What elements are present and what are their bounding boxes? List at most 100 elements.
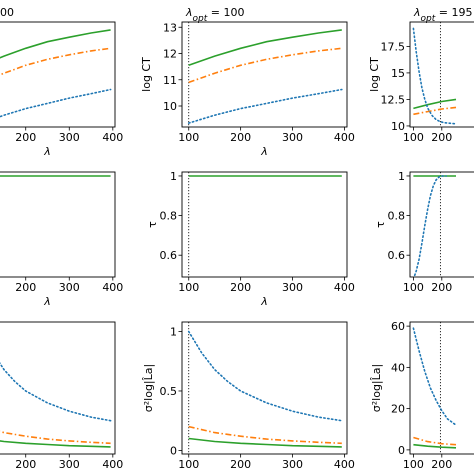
axes-frame: [409, 171, 474, 278]
x-tick-label: 100: [403, 131, 424, 144]
y-tick-label: 20: [391, 403, 405, 416]
x-tick-label: 300: [59, 281, 80, 294]
series-line-green: [188, 437, 342, 448]
y-axis-label: τ: [374, 221, 387, 228]
x-tick-label: 400: [102, 281, 123, 294]
y-tick-label: 10: [163, 100, 177, 113]
y-tick-label: 0.5: [160, 385, 178, 398]
series-line-green: [413, 98, 457, 110]
series-line-green: [413, 443, 457, 449]
series-line-orange: [188, 425, 342, 445]
y-tick-label: 15: [391, 67, 405, 80]
x-tick-label: 300: [282, 458, 303, 471]
x-tick-label: 300: [59, 458, 80, 471]
plot-area: [187, 22, 343, 127]
series-line-green: [188, 29, 342, 67]
x-axis-label: λ: [260, 145, 268, 158]
y-tick-label: 12.5: [381, 93, 406, 106]
plot-area: [188, 172, 342, 277]
axes-frame: [0, 171, 116, 278]
y-tick-label: 0: [170, 444, 177, 457]
y-tick-label: 40: [391, 361, 405, 374]
x-axis-label: λ: [260, 295, 268, 308]
x-axis-label: λ: [260, 472, 268, 474]
x-tick-label: 200: [230, 281, 251, 294]
plot-area: [412, 22, 457, 127]
y-tick-label: 11: [163, 74, 177, 87]
x-tick-label: 200: [230, 131, 251, 144]
subplot-r0c0: 200 300 400 λ 00: [0, 6, 123, 158]
x-tick-label: 100: [178, 458, 199, 471]
y-tick-label: 1: [170, 326, 177, 339]
axes-frame: [181, 21, 348, 128]
y-axis-label: τ: [146, 221, 159, 228]
y-tick-label: 1: [170, 170, 177, 183]
x-tick-label: 300: [282, 281, 303, 294]
x-tick-label: 400: [102, 131, 123, 144]
x-tick-label: 100: [403, 458, 424, 471]
x-tick-label: 400: [334, 131, 355, 144]
series-line-blue: [187, 330, 343, 422]
y-tick-label: 0.6: [160, 249, 178, 262]
x-axis-label: λ: [43, 472, 51, 474]
y-axis-label: σ²log|L̂a|: [142, 364, 155, 412]
plot-area: [413, 172, 456, 277]
x-tick-label: 200: [15, 281, 36, 294]
series-line-orange: [413, 436, 457, 446]
series-line-green: [0, 29, 111, 59]
subplot-r2c0: 200 300 400 λ: [0, 321, 123, 474]
series-line-blue: [412, 327, 457, 426]
series-line-orange: [188, 47, 342, 84]
plot-area: [0, 29, 112, 118]
subplot-r2c2: 100 200 0 20 40 60 σ²log|L̂a|: [370, 320, 474, 471]
x-axis-label: λ: [43, 295, 51, 308]
x-tick-label: 300: [59, 131, 80, 144]
subplot-title: 00: [0, 6, 14, 19]
plot-area: [187, 322, 343, 454]
subplot-r1c2: 100 200 0.6 0.8 1 τ: [374, 170, 474, 294]
series-line-blue: [412, 27, 457, 125]
y-tick-label: 0.8: [160, 210, 178, 223]
x-tick-label: 200: [15, 458, 36, 471]
x-tick-label: 200: [230, 458, 251, 471]
plot-area: [412, 322, 457, 454]
axes-frame: [0, 321, 116, 455]
x-tick-label: 100: [178, 131, 199, 144]
series-line-orange: [0, 47, 111, 76]
plot-area: [0, 362, 112, 448]
x-axis-label: λ: [43, 145, 51, 158]
y-tick-label: 17.5: [381, 40, 406, 53]
subplot-r0c1: 100 200 300 400 10 11 12 13 λ log CT λopt = 100: [140, 6, 355, 158]
axes-frame: [0, 21, 116, 128]
series-line-blue: [187, 88, 343, 124]
x-tick-label: 200: [15, 131, 36, 144]
y-axis-label: log CT: [140, 57, 153, 92]
x-tick-label: 200: [431, 458, 452, 471]
y-tick-label: 60: [391, 320, 405, 333]
y-tick-label: 0.8: [388, 210, 406, 223]
y-axis-label: σ²log|L̂a|: [370, 364, 383, 412]
subplot-title: λopt = 195: [413, 6, 472, 24]
series-line-blue: [0, 88, 112, 118]
axes-frame: [409, 21, 474, 128]
y-tick-label: 10: [391, 120, 405, 133]
x-tick-label: 300: [282, 131, 303, 144]
y-tick-label: 0.6: [388, 249, 406, 262]
x-tick-label: 100: [403, 281, 424, 294]
y-tick-label: 1: [398, 170, 405, 183]
subplot-title: λopt = 100: [185, 6, 244, 24]
x-tick-label: 400: [102, 458, 123, 471]
x-tick-label: 200: [431, 281, 452, 294]
x-tick-label: 200: [431, 131, 452, 144]
axes-frame: [181, 171, 348, 278]
y-tick-label: 13: [163, 21, 177, 34]
axes-frame: [409, 321, 474, 455]
x-tick-label: 400: [334, 458, 355, 471]
series-line-blue: [0, 362, 112, 422]
series-line-orange: [413, 106, 457, 116]
y-axis-label: log CT: [368, 57, 381, 92]
y-tick-label: 12: [163, 48, 177, 61]
y-tick-label: 0: [398, 444, 405, 457]
